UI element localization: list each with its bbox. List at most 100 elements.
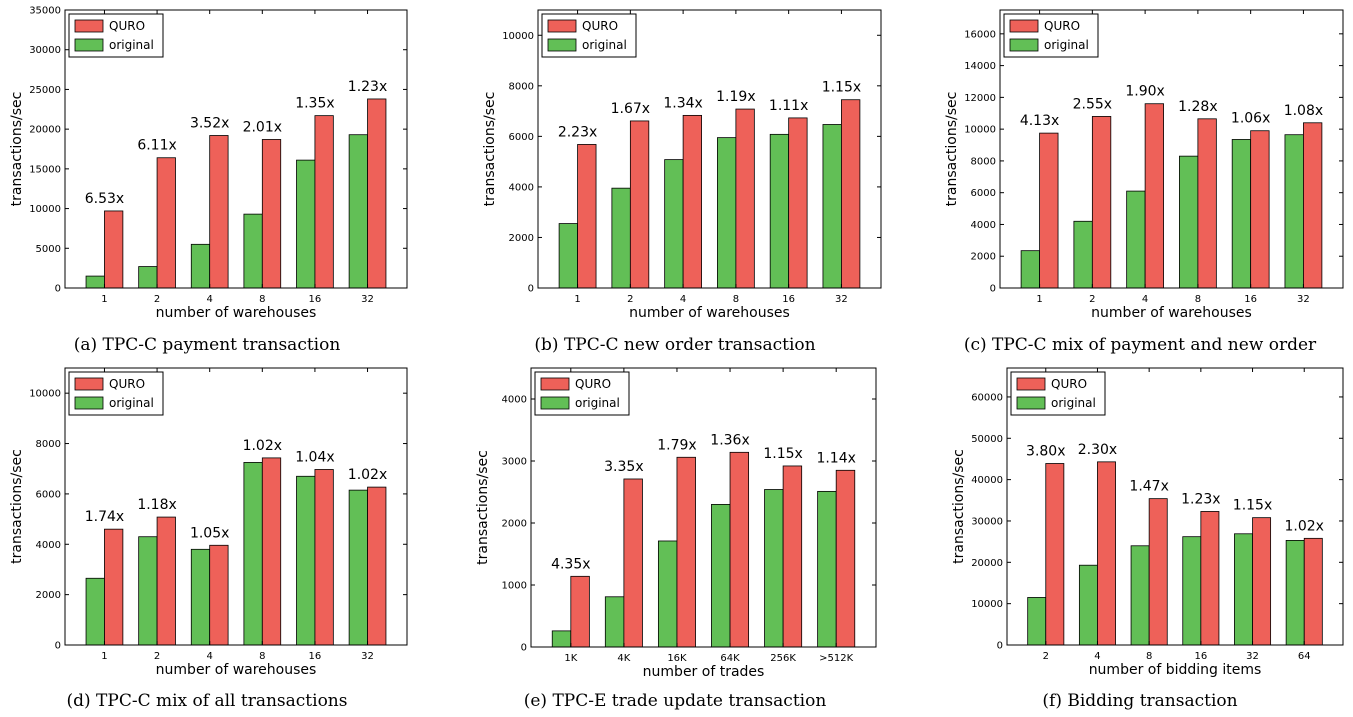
x-tick-label: 64 (1298, 651, 1311, 662)
legend-swatch-quro (1009, 19, 1039, 33)
x-tick-label: 1 (574, 294, 580, 305)
y-tick-label: 5000 (36, 244, 61, 255)
x-tick-label: 32 (1246, 651, 1259, 662)
x-tick-label: 16 (1194, 651, 1207, 662)
bar-quro (835, 469, 856, 648)
y-axis-label: transactions/sec (475, 450, 491, 565)
y-tick-label: 4000 (509, 182, 534, 193)
bar-quro (1303, 537, 1323, 646)
y-tick-label: 15000 (29, 164, 61, 175)
plot-frame (64, 367, 408, 646)
bar-quro (577, 144, 597, 289)
ratio-label: 6.53x (85, 191, 124, 207)
bar-original (558, 223, 578, 289)
ratio-label: 2.55x (1073, 96, 1112, 112)
y-tick-label: 0 (997, 641, 1003, 652)
x-tick-label: 2 (1043, 651, 1049, 662)
x-tick-label: 8 (1195, 294, 1201, 305)
ratio-label: 1.36x (710, 432, 749, 448)
bar-quro (1250, 130, 1270, 289)
ratio-label: 2.23x (558, 124, 597, 140)
y-tick-label: 4000 (502, 395, 527, 406)
y-tick-label: 10000 (29, 204, 61, 215)
legend-swatch-quro (74, 19, 104, 33)
x-tick-label: 8 (259, 294, 265, 305)
y-tick-label: 10000 (964, 125, 996, 136)
bar-quro (841, 99, 861, 289)
y-tick-label: 3000 (502, 457, 527, 468)
legend-swatch-original (540, 396, 570, 410)
chart-panel-2: 0 2000 4000 6000 8000 10000 12000 14000 16000 4.1… (944, 9, 1344, 355)
ratio-label: 1.15x (1233, 498, 1272, 514)
y-tick-label: 6000 (509, 132, 534, 143)
ratio-label: 1.04x (295, 449, 334, 465)
ratio-label: 1.34x (663, 95, 702, 111)
bar-original (717, 137, 737, 289)
bar-quro (209, 135, 229, 289)
bar-quro (788, 117, 808, 289)
ratio-label: 1.23x (348, 79, 387, 95)
bar-quro (314, 469, 334, 646)
y-tick-label: 0 (990, 284, 996, 295)
bar-original (1182, 536, 1202, 646)
legend-label-quro: QURO (1051, 377, 1087, 391)
ratio-label: 1.18x (137, 497, 176, 513)
bar-quro (623, 478, 643, 648)
bar-quro (1252, 517, 1272, 646)
y-tick-label: 1000 (502, 581, 527, 592)
bar-original (296, 159, 316, 289)
x-tick-label: >512K (819, 653, 853, 664)
x-tick-label: 4 (1142, 294, 1148, 305)
ratio-label: 3.35x (604, 459, 643, 475)
x-tick-label: 8 (1146, 651, 1152, 662)
x-tick-label: 8 (259, 651, 265, 662)
y-tick-label: 25000 (29, 85, 61, 96)
y-tick-label: 4000 (971, 220, 996, 231)
ratio-label: 2.30x (1078, 442, 1117, 458)
y-tick-label: 2000 (36, 590, 61, 601)
legend-label-original: original (582, 38, 627, 52)
legend-label-original: original (109, 38, 154, 52)
bar-quro (570, 575, 590, 648)
x-tick-label: 32 (361, 651, 374, 662)
panel-caption: (e) TPC-E trade update transaction (524, 691, 827, 711)
y-tick-label: 6000 (971, 188, 996, 199)
legend-label-original: original (575, 396, 620, 410)
plot-frame (64, 9, 408, 289)
x-tick-label: 16K (667, 653, 687, 664)
bar-original (1027, 597, 1047, 646)
x-tick-label: 64K (720, 653, 740, 664)
y-tick-label: 60000 (971, 392, 1003, 403)
legend-swatch-quro (547, 19, 577, 33)
ratio-label: 1.11x (769, 98, 808, 114)
y-tick-label: 0 (55, 284, 61, 295)
bar-original (769, 133, 790, 289)
x-tick-label: 2 (627, 294, 633, 305)
bar-original (85, 275, 105, 289)
legend-label-quro: QURO (109, 19, 145, 33)
bar-quro (676, 456, 696, 648)
chart-panel-5: 0 10000 20000 30000 40000 50000 60000 3.80x 2 2.3… (951, 367, 1344, 711)
bar-quro (367, 98, 387, 289)
bar-quro (209, 544, 229, 646)
bar-original (664, 159, 684, 289)
bar-quro (156, 157, 176, 289)
bar-original (817, 490, 837, 648)
legend-label-quro: QURO (582, 19, 618, 33)
x-axis-label: number of trades (643, 664, 765, 680)
legend-swatch-original (1016, 396, 1046, 410)
x-axis-label: number of warehouses (1091, 305, 1252, 321)
x-tick-label: 32 (835, 294, 848, 305)
bar-original (348, 134, 368, 289)
x-axis-label: number of warehouses (156, 305, 317, 321)
x-tick-label: 2 (1089, 294, 1095, 305)
bar-original (1285, 540, 1305, 646)
ratio-label: 1.47x (1129, 479, 1168, 495)
x-tick-label: 4 (1094, 651, 1100, 662)
ratio-label: 1.28x (1178, 99, 1217, 115)
legend-swatch-quro (1016, 377, 1046, 391)
x-tick-label: 4K (617, 653, 630, 664)
ratio-label: 1.06x (1231, 111, 1270, 127)
bar-quro (682, 114, 702, 289)
y-tick-label: 2000 (971, 252, 996, 263)
